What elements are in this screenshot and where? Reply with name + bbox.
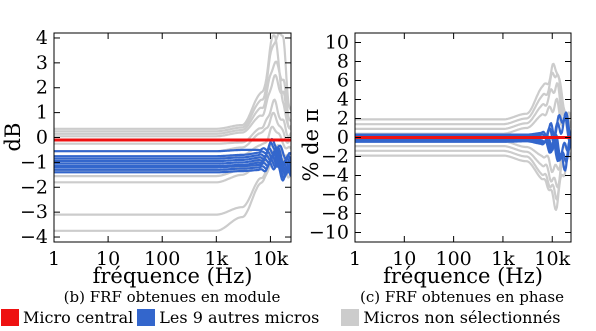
legend-unselected: Micros non sélectionnés	[341, 308, 560, 327]
plot-area	[355, 62, 571, 211]
y-tick-label: −4	[20, 226, 48, 248]
y-tick-label: −1	[20, 151, 48, 173]
y-tick-label: 8	[337, 51, 349, 73]
series-line-unselected	[54, 148, 291, 184]
series-line-unselected	[355, 144, 571, 201]
series-line-unselected	[54, 73, 291, 138]
panel-caption: (c) FRF obtenues en phase	[360, 288, 564, 306]
series-line-selected	[54, 147, 291, 168]
legend-label-central: Micro central	[23, 307, 134, 327]
series-line-selected	[54, 148, 291, 171]
legend-label-unselected: Micros non sélectionnés	[363, 307, 561, 327]
x-tick-label: 1	[349, 248, 361, 270]
legend-swatch-selected	[137, 308, 156, 326]
y-tick-label: 2	[337, 108, 349, 130]
y-tick-label: 3	[36, 52, 48, 74]
x-tick-label: 10k	[534, 248, 570, 270]
series-line-selected	[54, 155, 291, 177]
y-tick-label: −8	[321, 203, 349, 225]
series-line-unselected	[54, 60, 291, 135]
x-tick-label: 10	[392, 248, 416, 270]
legend: Micro central Les 9 autres micros Micros…	[0, 306, 596, 328]
y-tick-label: −3	[20, 201, 48, 223]
y-tick-label: 6	[337, 70, 349, 92]
y-tick-label: −4	[321, 165, 349, 187]
series-line-unselected	[54, 148, 291, 232]
legend-swatch-central	[1, 308, 19, 326]
y-tick-label: 0	[337, 127, 349, 149]
legend-swatch-unselected	[341, 308, 360, 326]
y-axis-label: dB	[1, 123, 25, 152]
y-tick-label: 2	[36, 77, 48, 99]
x-axis-label: fréquence (Hz)	[383, 264, 543, 288]
series-line-selected	[54, 141, 291, 166]
series-line-unselected	[54, 33, 291, 133]
series-line-selected	[54, 157, 291, 179]
x-tick-label: 100	[435, 248, 471, 270]
legend-central: Micro central	[1, 308, 133, 327]
x-tick-label: 1	[48, 248, 60, 270]
series-line-unselected	[54, 98, 291, 145]
y-tick-label: 1	[36, 102, 48, 124]
x-tick-label: 1k	[205, 248, 229, 270]
series-line-selected	[54, 161, 291, 182]
series-line-selected	[355, 139, 571, 172]
y-tick-label: 4	[337, 89, 349, 111]
series-line-unselected	[54, 34, 291, 131]
y-tick-label: 10	[325, 32, 349, 54]
y-tick-label: −10	[309, 222, 349, 244]
x-tick-label: 10	[96, 248, 120, 270]
series-line-unselected	[355, 71, 571, 129]
x-axis-label: fréquence (Hz)	[93, 264, 253, 288]
series-line-selected	[54, 149, 291, 173]
x-tick-label: 100	[144, 248, 180, 270]
series-line-selected	[54, 151, 291, 174]
legend-selected: Les 9 autres micros	[137, 308, 319, 327]
y-tick-label: 4	[36, 27, 48, 49]
series-line-unselected	[355, 62, 571, 121]
series-line-unselected	[355, 82, 571, 135]
legend-label-selected: Les 9 autres micros	[159, 307, 320, 327]
series-line-unselected	[355, 150, 571, 211]
x-tick-label: 10k	[253, 248, 289, 270]
y-tick-label: −6	[321, 184, 349, 206]
y-tick-label: −2	[20, 176, 48, 198]
panel-caption: (b) FRF obtenues en module	[64, 288, 281, 306]
series-line-selected	[355, 111, 571, 138]
y-tick-label: 0	[36, 127, 48, 149]
plot-area	[54, 33, 291, 232]
y-axis-label: % de π	[299, 108, 323, 181]
series-line-selected	[54, 137, 291, 160]
y-tick-label: −2	[321, 146, 349, 168]
series-line-unselected	[54, 153, 291, 216]
x-tick-label: 1k	[491, 248, 515, 270]
series-line-unselected	[355, 140, 571, 189]
series-line-selected	[355, 137, 571, 163]
